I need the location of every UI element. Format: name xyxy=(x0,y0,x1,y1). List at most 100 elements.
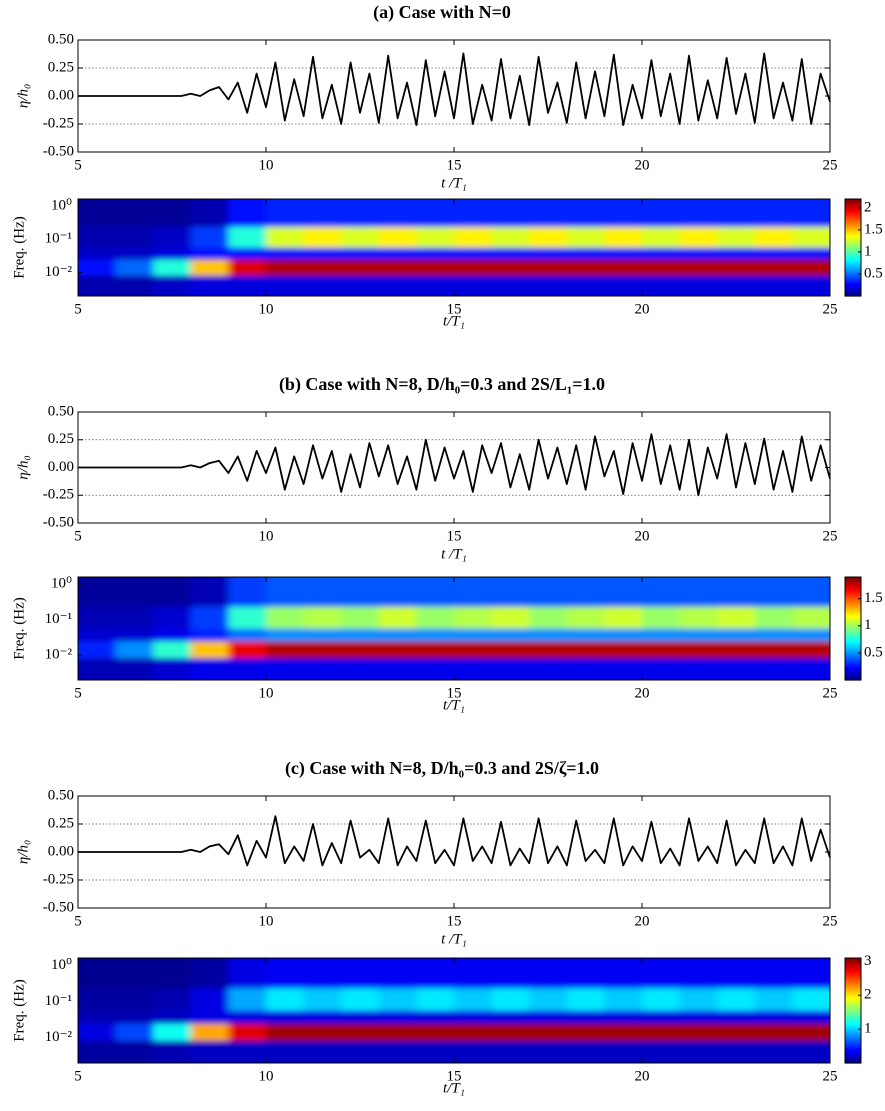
colorbar-step xyxy=(845,273,861,276)
y-tick-label: -0.25 xyxy=(43,115,74,131)
colorbar-tick-label: 1 xyxy=(864,617,872,633)
heatmap-cell xyxy=(115,606,154,630)
heatmap-cell xyxy=(341,988,380,1012)
heatmap-cell xyxy=(190,275,229,296)
x-tick-label: 15 xyxy=(447,528,462,544)
heatmap-cell xyxy=(792,247,830,261)
heatmap-cell xyxy=(604,1040,643,1063)
heatmap-cell xyxy=(491,259,530,276)
heatmap-cell xyxy=(792,226,830,249)
heatmap-cell xyxy=(454,1010,493,1025)
heatmap-cell xyxy=(190,1040,229,1063)
heatmap-cell xyxy=(792,606,830,630)
series-line xyxy=(78,52,831,126)
colorbar-step xyxy=(845,991,861,994)
colorbar-step xyxy=(845,1047,861,1050)
heatmap-cell xyxy=(642,1010,681,1025)
heatmap-cell xyxy=(416,958,455,989)
heatmap-cell xyxy=(115,199,154,228)
colorbar-step xyxy=(845,645,861,648)
heatmap-cell xyxy=(341,226,380,249)
heatmap-cell xyxy=(642,958,681,989)
heatmap-cell xyxy=(266,606,305,630)
heatmap-cell xyxy=(679,958,718,989)
x-tick-label: 20 xyxy=(635,1068,650,1084)
heatmap-cell xyxy=(115,1010,154,1025)
heatmap-cell xyxy=(454,1040,493,1063)
heatmap-cell xyxy=(604,226,643,249)
heatmap-cell xyxy=(303,226,342,249)
colorbar-step xyxy=(845,628,861,631)
plot-frame xyxy=(77,795,831,909)
heatmap-cell xyxy=(679,199,718,228)
colorbar-step xyxy=(845,239,861,242)
heatmap-cell xyxy=(717,641,756,659)
colorbar-step xyxy=(845,635,861,638)
heatmap-cell xyxy=(679,577,718,608)
heatmap-cell xyxy=(341,641,380,659)
heatmap-cell xyxy=(78,259,117,276)
colorbar-step xyxy=(845,625,861,628)
heatmap-cell xyxy=(378,226,417,249)
heatmap-cell xyxy=(416,226,455,249)
heatmap-cell xyxy=(78,641,117,659)
heatmap-cell xyxy=(341,1040,380,1063)
colorbar-step xyxy=(845,1035,861,1038)
heatmap-cell xyxy=(266,958,305,989)
heatmap-cell xyxy=(303,1023,342,1042)
colorbar-step xyxy=(845,637,861,640)
x-tick-label: 10 xyxy=(259,913,274,929)
heatmap-cell xyxy=(754,577,793,608)
colorbar-step xyxy=(845,223,861,226)
heatmap-cell xyxy=(679,247,718,261)
heatmap-cell xyxy=(303,628,342,642)
x-tick-label: 5 xyxy=(74,157,82,173)
heatmap-cell xyxy=(303,275,342,296)
colorbar-step xyxy=(845,987,861,991)
heatmap-cell xyxy=(228,658,267,680)
heatmap-cell xyxy=(642,641,681,659)
colorbar-step xyxy=(845,994,861,998)
heatmap-cell xyxy=(190,958,229,989)
colorbar-tick-label: 1.5 xyxy=(864,590,883,606)
colorbar-step xyxy=(845,652,861,655)
heatmap-cell xyxy=(78,577,117,608)
colorbar-step xyxy=(845,671,861,674)
heatmap-cell xyxy=(416,658,455,680)
heatmap-cell xyxy=(566,658,605,680)
heatmap-cell xyxy=(529,199,568,228)
heatmap-cell xyxy=(529,988,568,1012)
heatmap-cell xyxy=(792,958,830,989)
heatmap-cell xyxy=(190,606,229,630)
colorbar-step xyxy=(845,253,861,257)
heatmap-cell xyxy=(529,577,568,608)
colorbar-step xyxy=(845,237,861,241)
colorbar-step xyxy=(845,278,861,281)
heatmap-cell xyxy=(378,1010,417,1025)
y-tick-label: 10⁻² xyxy=(45,647,73,663)
heatmap-cell xyxy=(754,1023,793,1042)
heatmap-cell xyxy=(78,988,117,1012)
heatmap-cell xyxy=(604,658,643,680)
colorbar-step xyxy=(845,1042,861,1045)
colorbar-step xyxy=(845,989,861,992)
colorbar-step xyxy=(845,633,861,636)
colorbar-step xyxy=(845,283,861,286)
colorbar-step xyxy=(845,963,861,966)
heatmap-cell xyxy=(115,1040,154,1063)
heatmap-cell xyxy=(717,259,756,276)
colorbar-step xyxy=(845,1038,861,1041)
heatmap-cell xyxy=(190,247,229,261)
heatmap-cell xyxy=(153,641,192,659)
heatmap-cell xyxy=(378,606,417,630)
x-axis-label: t/T₁ xyxy=(443,1080,465,1096)
heatmap-cell xyxy=(78,199,117,228)
colorbar-step xyxy=(845,607,861,611)
heatmap-cell xyxy=(153,275,192,296)
heatmap-cell xyxy=(341,658,380,680)
colorbar-step xyxy=(845,1036,861,1040)
heatmap-cell xyxy=(378,1023,417,1042)
heatmap-cell xyxy=(717,606,756,630)
heatmap-cell xyxy=(529,259,568,276)
heatmap-cell xyxy=(566,199,605,228)
